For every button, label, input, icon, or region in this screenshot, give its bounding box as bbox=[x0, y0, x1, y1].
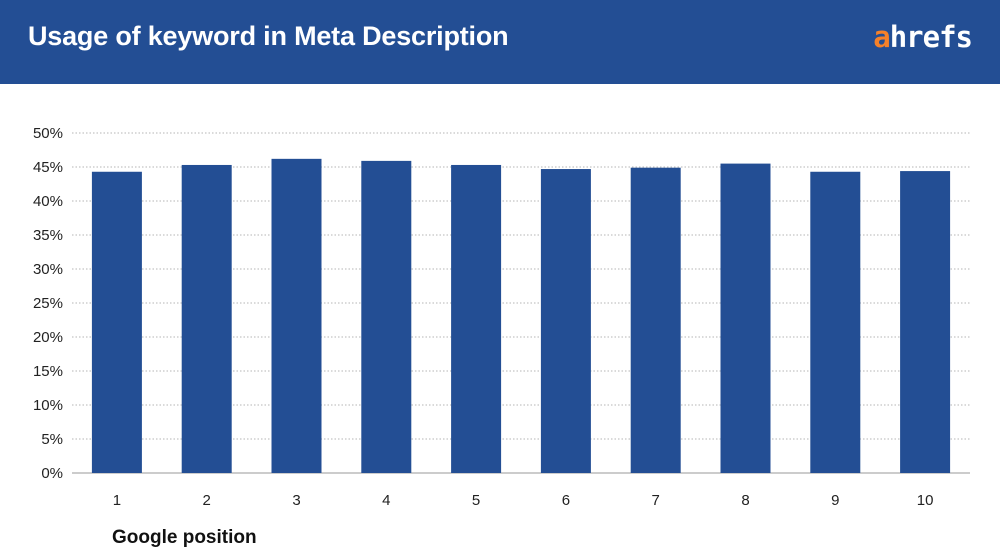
y-tick-label: 5% bbox=[41, 431, 63, 448]
x-tick-label: 9 bbox=[831, 492, 839, 509]
x-tick-label: 1 bbox=[113, 492, 121, 509]
x-tick-label: 3 bbox=[292, 492, 300, 509]
chart-title: Usage of keyword in Meta Description bbox=[28, 21, 509, 51]
y-tick-label: 20% bbox=[33, 329, 63, 346]
y-tick-label: 40% bbox=[33, 193, 63, 210]
bar-position-10 bbox=[900, 171, 951, 473]
x-tick-label: 2 bbox=[203, 492, 211, 509]
bar-position-2 bbox=[181, 164, 232, 473]
x-tick-labels: 1 2 3 4 5 6 7 8 9 10 bbox=[113, 492, 934, 509]
y-tick-label: 10% bbox=[33, 397, 63, 414]
y-tick-label: 35% bbox=[33, 227, 63, 244]
bar-position-3 bbox=[271, 158, 322, 473]
y-tick-label: 30% bbox=[33, 261, 63, 278]
logo-text: hrefs bbox=[889, 20, 973, 54]
x-tick-label: 10 bbox=[917, 492, 934, 509]
y-tick-labels: 0% 5% 10% 15% 20% 25% 30% 35% 40% 45% 50% bbox=[33, 125, 63, 482]
bar-position-7 bbox=[630, 167, 681, 473]
x-tick-label: 5 bbox=[472, 492, 480, 509]
y-tick-label: 50% bbox=[33, 125, 63, 142]
x-tick-label: 4 bbox=[382, 492, 390, 509]
y-tick-label: 45% bbox=[33, 159, 63, 176]
x-tick-label: 7 bbox=[652, 492, 660, 509]
bar-position-8 bbox=[720, 163, 771, 473]
bar-chart: 0% 5% 10% 15% 20% 25% 30% 35% 40% 45% 50% 1 2 3 4 5 6 7 8… bbox=[33, 125, 970, 509]
x-tick-label: 8 bbox=[741, 492, 749, 509]
y-tick-label: 0% bbox=[41, 465, 63, 482]
bar-position-5 bbox=[451, 164, 502, 473]
logo-accent: a bbox=[873, 20, 890, 54]
ahrefs-logo: ahrefs bbox=[873, 20, 973, 54]
header-bar: Usage of keyword in Meta Description ahr… bbox=[0, 0, 1000, 84]
y-tick-label: 25% bbox=[33, 295, 63, 312]
bars bbox=[91, 158, 951, 474]
bar-position-9 bbox=[810, 171, 861, 473]
y-tick-label: 15% bbox=[33, 363, 63, 380]
bar-position-6 bbox=[540, 169, 591, 474]
bar-position-4 bbox=[361, 160, 412, 473]
bar-position-1 bbox=[91, 171, 142, 473]
x-tick-label: 6 bbox=[562, 492, 570, 509]
x-axis-label: Google position bbox=[112, 527, 257, 548]
